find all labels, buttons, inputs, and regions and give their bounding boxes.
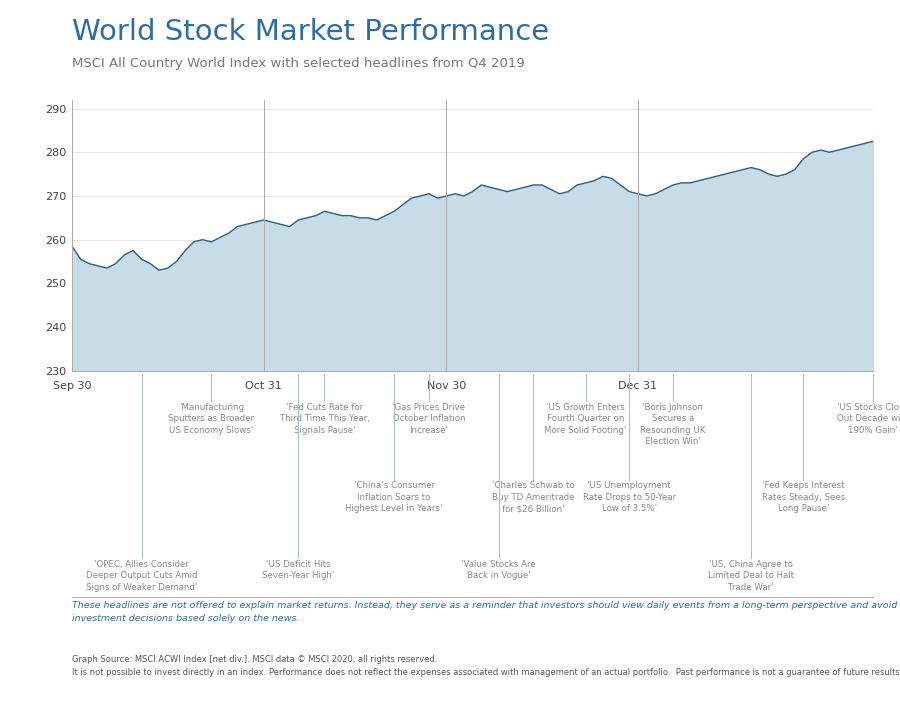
Text: 'Fed Cuts Rate for
Third Time This Year,
Signals Pause': 'Fed Cuts Rate for Third Time This Year,… [280,403,369,435]
Text: 'Manufacturing
Sputters as Broader
US Economy Slows': 'Manufacturing Sputters as Broader US Ec… [168,403,255,435]
Text: 'China’s Consumer
Inflation Soars to
Highest Level in Years': 'China’s Consumer Inflation Soars to Hig… [346,481,443,513]
Text: 'OPEC, Allies Consider
Deeper Output Cuts Amid
Signs of Weaker Demand': 'OPEC, Allies Consider Deeper Output Cut… [86,560,197,592]
Text: 'Boris Johnson
Secures a
Resounding UK
Election Win': 'Boris Johnson Secures a Resounding UK E… [640,403,706,446]
Text: 'US Stocks Close
Out Decade with
190% Gain': 'US Stocks Close Out Decade with 190% Ga… [837,403,900,435]
Text: 'US Deficit Hits
Seven-Year High': 'US Deficit Hits Seven-Year High' [262,560,335,580]
Text: MSCI All Country World Index with selected headlines from Q4 2019: MSCI All Country World Index with select… [72,57,525,70]
Text: These headlines are not offered to explain market returns. Instead, they serve a: These headlines are not offered to expla… [72,601,900,622]
Text: 'Value Stocks Are
Back in Vogue': 'Value Stocks Are Back in Vogue' [462,560,536,580]
Text: Graph Source: MSCI ACWI Index [net div.]. MSCI data © MSCI 2020, all rights rese: Graph Source: MSCI ACWI Index [net div.]… [72,655,437,664]
Text: 'Fed Keeps Interest
Rates Steady, Sees
Long Pause': 'Fed Keeps Interest Rates Steady, Sees L… [761,481,845,513]
Text: World Stock Market Performance: World Stock Market Performance [72,18,549,46]
Text: 'Charles Schwab to
Buy TD Ameritrade
for $26 Billion': 'Charles Schwab to Buy TD Ameritrade for… [492,481,575,513]
Text: 'Gas Prices Drive
October Inflation
Increase': 'Gas Prices Drive October Inflation Incr… [392,403,465,435]
Text: It is not possible to invest directly in an index. Performance does not reflect : It is not possible to invest directly in… [72,668,900,677]
Text: 'US Unemployment
Rate Drops to 50-Year
Low of 3.5%': 'US Unemployment Rate Drops to 50-Year L… [582,481,676,513]
Text: 'US Growth Enters
Fourth Quarter on
More Solid Footing': 'US Growth Enters Fourth Quarter on More… [544,403,627,435]
Text: 'US, China Agree to
Limited Deal to Halt
Trade War': 'US, China Agree to Limited Deal to Halt… [708,560,794,592]
